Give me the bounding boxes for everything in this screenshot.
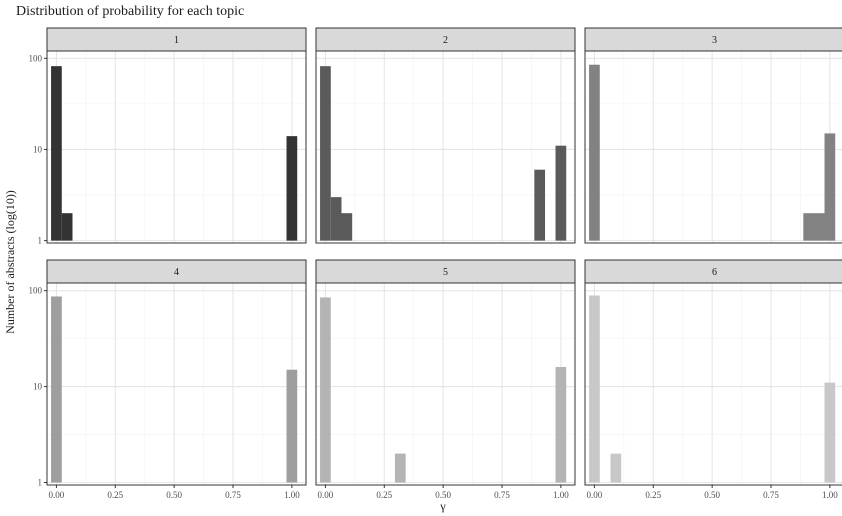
histogram-bar: [813, 213, 825, 241]
x-axis-title: γ: [439, 499, 446, 513]
y-axis-title: Number of abstracts (log(10)): [3, 190, 17, 334]
histogram-bar: [51, 296, 62, 483]
histogram-bar: [320, 66, 331, 241]
histogram-bar: [555, 367, 567, 483]
histogram-bar: [320, 297, 331, 483]
facet-panel-1: 1 1 10 100: [29, 27, 307, 246]
facet-panel-3: 3: [584, 27, 842, 244]
facet-panel-5: 5 0.00 0.25 0.50 0.75 1.00: [315, 259, 576, 500]
x-tick-label: 1.00: [284, 490, 300, 500]
histogram-bar: [534, 169, 546, 241]
x-tick-label: 0.75: [763, 490, 779, 500]
x-tick-label: 0.50: [166, 490, 182, 500]
x-tick-label: 0.00: [587, 490, 603, 500]
plot-area: [316, 283, 575, 485]
y-tick-label: 1: [38, 236, 43, 246]
facet-strip-label: 4: [174, 267, 179, 278]
histogram-bar: [803, 213, 815, 241]
histogram-bar: [824, 133, 836, 241]
facet-strip-label: 3: [712, 35, 717, 46]
facet-panel-2: 2: [315, 27, 576, 244]
y-tick-label: 10: [33, 144, 43, 154]
plot-area: [585, 283, 842, 485]
x-tick-label: 0.00: [318, 490, 334, 500]
plot-area: [316, 51, 575, 243]
histogram-bar: [555, 145, 567, 241]
panel-border: [46, 282, 307, 486]
histogram-bar: [610, 453, 622, 483]
x-tick-label: 0.75: [494, 490, 510, 500]
histogram-bar: [330, 197, 342, 241]
facet-panel-4: 4 1 10 100 0.00 0.25 0.50 0.75 1.00: [29, 259, 307, 500]
histogram-bar: [51, 66, 62, 241]
x-tick-label: 0.50: [435, 490, 451, 500]
histogram-bar: [589, 64, 600, 241]
y-tick-label: 10: [33, 382, 43, 392]
panel-border: [584, 50, 842, 244]
plot-area: [47, 283, 306, 485]
x-tick-label: 0.50: [704, 490, 720, 500]
histogram-bar: [394, 453, 406, 483]
x-tick-label: 0.00: [49, 490, 65, 500]
x-tick-label: 0.25: [376, 490, 392, 500]
panel-border: [315, 50, 576, 244]
y-tick-label: 100: [29, 53, 43, 63]
histogram-bar: [286, 369, 298, 483]
histogram-bar: [341, 213, 353, 241]
facet-strip-label: 1: [174, 35, 179, 46]
histogram-bar: [61, 213, 73, 241]
x-tick-label: 0.25: [645, 490, 661, 500]
panel-border: [46, 50, 307, 244]
x-tick-label: 0.25: [107, 490, 123, 500]
facet-grid: 1 1 10 100 2 3 4 1 10 100 0.00 0.25 0.50 0.75 1.00 5 0.0…: [29, 27, 842, 500]
facet-strip-label: 6: [712, 267, 717, 278]
x-tick-label: 0.75: [225, 490, 241, 500]
facet-strip-label: 2: [443, 35, 448, 46]
histogram-bar: [286, 136, 298, 241]
histogram-bar: [824, 382, 836, 483]
panel-border: [584, 282, 842, 486]
y-tick-label: 100: [29, 286, 43, 296]
plot-area: [585, 51, 842, 243]
panel-border: [315, 282, 576, 486]
plot-area: [47, 51, 306, 243]
x-tick-label: 1.00: [822, 490, 838, 500]
chart-title: Distribution of probability for each top…: [16, 4, 244, 19]
y-tick-label: 1: [38, 478, 43, 488]
facet-panel-6: 6 0.00 0.25 0.50 0.75 1.00: [584, 259, 842, 500]
histogram-bar: [589, 295, 600, 483]
x-tick-label: 1.00: [553, 490, 569, 500]
facet-strip-label: 5: [443, 267, 448, 278]
